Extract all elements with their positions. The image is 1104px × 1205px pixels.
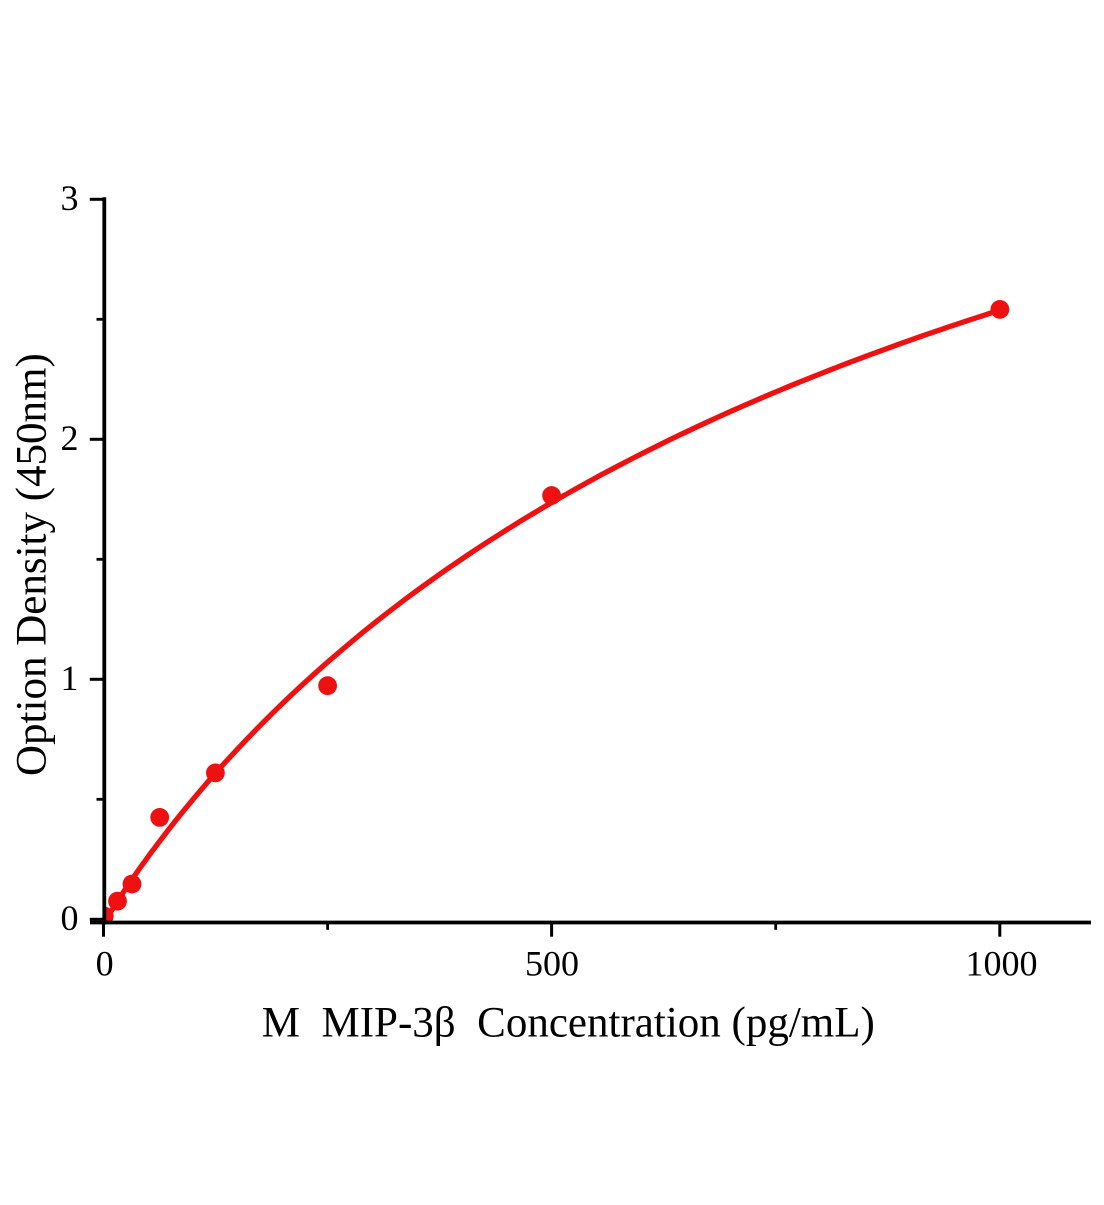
svg-text:3: 3 (61, 178, 79, 218)
svg-text:0: 0 (96, 944, 114, 984)
svg-text:0: 0 (61, 898, 79, 938)
svg-text:M MIP-3β Concentration (pg/m: M MIP-3β Concentration (pg/mL) (262, 1000, 875, 1047)
svg-text:Option Density (450nm): Option Density (450nm) (9, 353, 56, 776)
svg-text:500: 500 (525, 944, 579, 984)
svg-text:2: 2 (61, 418, 79, 458)
svg-text:1000: 1000 (966, 944, 1038, 984)
svg-text:1: 1 (61, 658, 79, 698)
